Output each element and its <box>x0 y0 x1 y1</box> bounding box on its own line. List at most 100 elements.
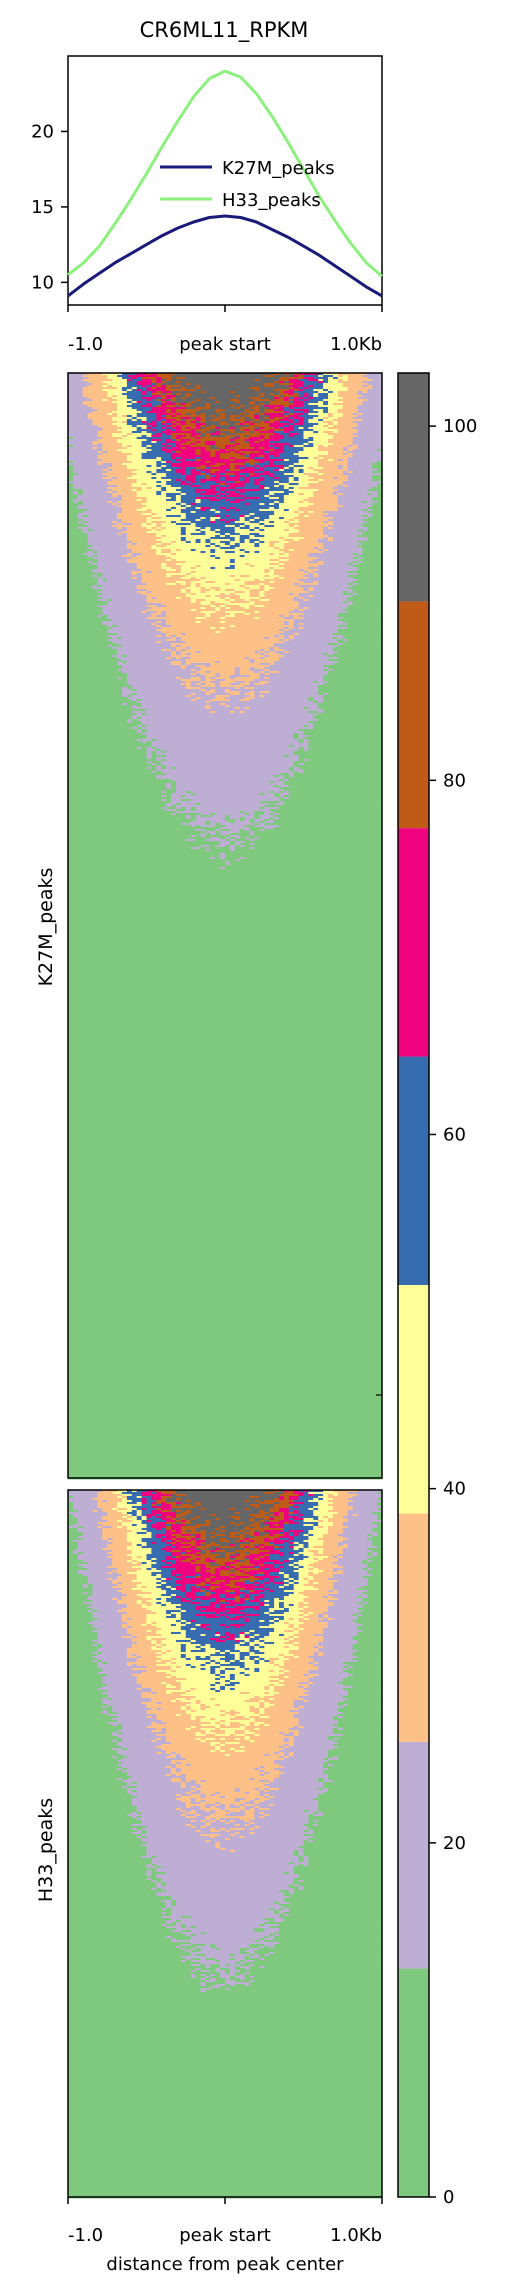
heatmap-cell-run <box>229 847 236 850</box>
heatmap-cell-run <box>234 625 295 628</box>
heatmap-cell-run <box>185 377 280 380</box>
heatmap-cell-run <box>337 641 383 644</box>
heatmap-cell-run <box>293 1558 304 1561</box>
heatmap-cell-run <box>303 569 319 572</box>
heatmap-cell-run <box>156 397 162 400</box>
heatmap-cell-run <box>220 415 226 418</box>
heatmap-cell-run <box>274 813 280 816</box>
heatmap-cell-run <box>323 373 339 376</box>
heatmap-cell-run <box>68 1265 383 1268</box>
heatmap-cell-run <box>107 395 113 398</box>
heatmap-cell-run <box>180 425 196 428</box>
heatmap-cell-run <box>68 663 118 666</box>
heatmap-cell-run <box>337 509 363 512</box>
heatmap-cell-run <box>288 555 309 558</box>
heatmap-cell-run <box>249 455 260 458</box>
heatmap-cell-run <box>229 1570 236 1573</box>
heatmap-cell-run <box>68 729 138 732</box>
heatmap-cell-run <box>229 675 250 678</box>
heatmap-cell-run <box>141 411 147 414</box>
heatmap-cell-run <box>195 693 206 696</box>
heatmap-cell-run <box>195 449 201 452</box>
heatmap-cell-run <box>293 1554 300 1557</box>
heatmap-cell-run <box>328 411 339 414</box>
heatmap-cell-run <box>332 1522 344 1525</box>
heatmap-cell-run <box>332 487 373 490</box>
heatmap-cell-run <box>225 1554 231 1557</box>
heatmap-cell-run <box>259 397 275 400</box>
heatmap-cell-run <box>161 549 172 552</box>
heatmap-cell-run <box>205 833 211 836</box>
heatmap-cell-run <box>264 1520 270 1523</box>
heatmap-cell-run <box>68 1492 98 1495</box>
heatmap-cell-run <box>171 507 177 510</box>
heatmap-cell-run <box>126 695 133 698</box>
heatmap-cell-run <box>254 825 280 828</box>
heatmap-cell-run <box>156 621 162 624</box>
heatmap-cell-run <box>68 653 118 656</box>
heatmap-cell-run <box>259 1546 265 1549</box>
heatmap-cell-run <box>117 517 147 520</box>
heatmap-cell-run <box>254 459 285 462</box>
heatmap-cell-run <box>180 577 192 580</box>
heatmap-cell-run <box>171 551 201 554</box>
heatmap-cell-run <box>229 417 236 420</box>
heatmap-cell-run <box>131 685 187 688</box>
heatmap-cell-run <box>279 807 383 810</box>
heatmap-cell-run <box>205 465 211 468</box>
heatmap-cell-run <box>215 397 250 400</box>
heatmap-cell-run <box>269 415 285 418</box>
heatmap-cell-run <box>264 821 275 824</box>
heatmap-cell-run <box>171 1528 182 1531</box>
heatmap-cell-run <box>151 513 157 516</box>
heatmap-cell-run <box>215 631 221 634</box>
heatmap-cell-run <box>342 1536 373 1539</box>
heatmap-cell-run <box>225 691 241 694</box>
heatmap-cell-run <box>126 553 133 556</box>
heatmap-cell-run <box>352 453 383 456</box>
heatmap-cell-run <box>126 457 143 460</box>
heatmap-cell-run <box>220 427 231 430</box>
heatmap-cell-run <box>205 705 211 708</box>
heatmap-cell-run <box>347 387 373 390</box>
heatmap-cell-run <box>151 385 157 388</box>
heatmap-cell-run <box>229 521 236 524</box>
heatmap-cell-run <box>259 439 265 442</box>
heatmap-cell-run <box>107 385 113 388</box>
heatmap-cell-run <box>102 1532 128 1535</box>
heatmap-cell-run <box>323 521 329 524</box>
heatmap-cell-run <box>328 453 344 456</box>
heatmap-cell-run <box>68 1259 383 1262</box>
heatmap-cell-run <box>68 1457 383 1460</box>
heatmap-cell-run <box>68 969 383 972</box>
heatmap-cell-run <box>274 785 280 788</box>
heatmap-cell-run <box>342 635 383 638</box>
heatmap-cell-run <box>352 471 373 474</box>
heatmap-cell-run <box>332 663 383 666</box>
heatmap-cell-run <box>264 471 270 474</box>
heatmap-cell-run <box>68 1199 383 1202</box>
heatmap-cell-run <box>215 445 226 448</box>
heatmap-cell-run <box>249 435 260 438</box>
heatmap-cell-run <box>185 397 211 400</box>
heatmap-cell-run <box>264 605 300 608</box>
heatmap-cell-run <box>254 465 260 468</box>
heatmap-cell-run <box>220 1540 231 1543</box>
heatmap-cell-run <box>328 643 339 646</box>
heatmap-cell-run <box>259 1532 270 1535</box>
heatmap-cell-run <box>293 549 319 552</box>
heatmap-cell-run <box>220 1526 226 1529</box>
heatmap-cell-run <box>141 489 162 492</box>
heatmap-cell-run <box>244 1540 250 1543</box>
heatmap-cell-run <box>249 1508 270 1511</box>
heatmap-cell-run <box>195 1538 201 1541</box>
heatmap-cell-run <box>279 1512 285 1515</box>
heatmap-cell-run <box>68 997 383 1000</box>
heatmap-cell-run <box>136 591 147 594</box>
heatmap-cell-run <box>298 479 309 482</box>
heatmap-cell-run <box>68 1061 383 1064</box>
heatmap-cell-run <box>171 1534 182 1537</box>
heatmap-cell-run <box>68 901 383 904</box>
heatmap-cell-run <box>68 457 98 460</box>
heatmap-cell-run <box>161 435 172 438</box>
